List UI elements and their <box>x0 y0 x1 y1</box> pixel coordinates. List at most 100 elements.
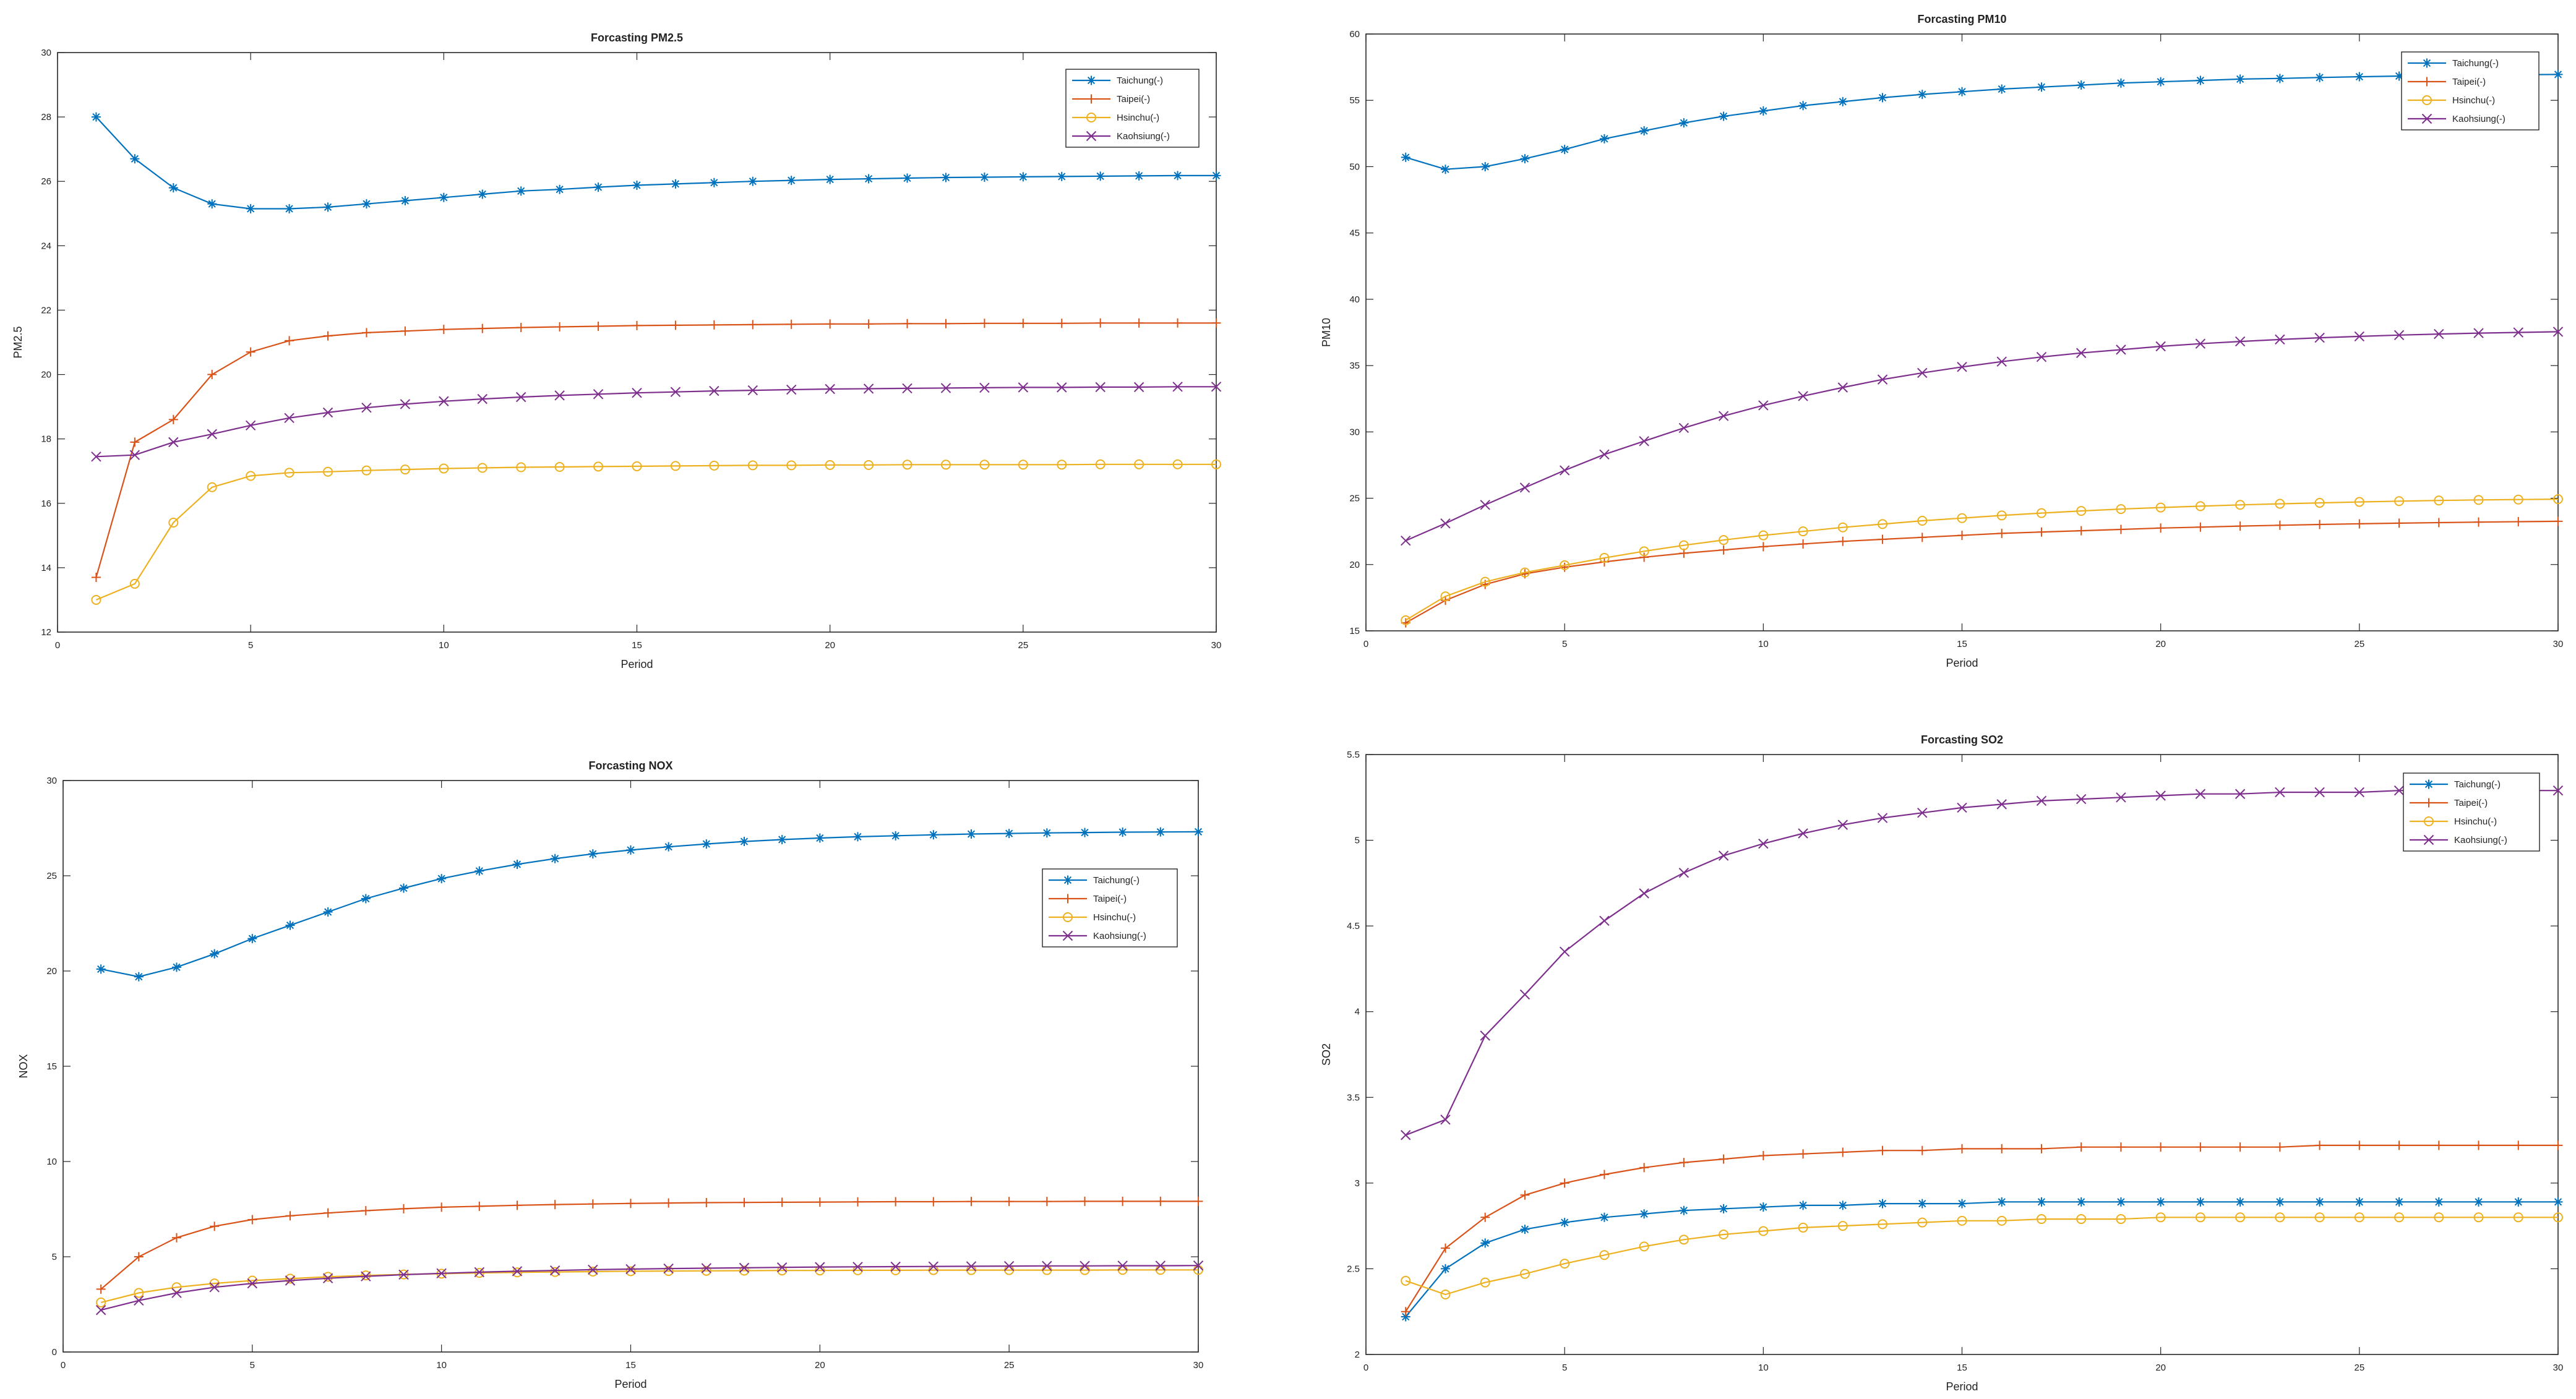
series-line <box>1405 1144 2558 1312</box>
data-point <box>2156 523 2166 533</box>
data-point <box>966 829 976 839</box>
data-point <box>2275 74 2285 83</box>
data-point <box>2355 519 2364 529</box>
data-point <box>2235 336 2246 347</box>
series-line <box>100 1269 1198 1303</box>
data-point <box>323 1272 333 1282</box>
data-point <box>550 854 560 863</box>
y-tick-label: 14 <box>41 563 51 573</box>
data-point <box>322 407 333 418</box>
data-point <box>1057 460 1067 470</box>
data-point <box>2036 508 2046 518</box>
legend-label: Taichung(-) <box>2452 58 2499 69</box>
data-point <box>979 382 990 393</box>
data-point <box>1401 152 1410 162</box>
data-point <box>815 833 825 843</box>
data-point <box>2513 494 2523 505</box>
data-point <box>940 460 951 470</box>
series-line <box>1405 1217 2558 1296</box>
legend-marker <box>1086 113 1096 122</box>
data-point <box>1095 382 1106 393</box>
x-tick-label: 0 <box>61 1360 66 1371</box>
legend-marker <box>1086 130 1097 142</box>
legend-box <box>1042 868 1178 948</box>
legend-marker <box>2424 779 2434 789</box>
legend-label: Kaohsiung(-) <box>2452 114 2505 124</box>
data-point <box>1018 172 1028 182</box>
data-point <box>2314 1212 2325 1223</box>
data-point <box>285 203 294 213</box>
legend-label: Taichung(-) <box>1117 75 1163 86</box>
data-point <box>2156 1197 2166 1207</box>
data-point <box>1798 526 1808 537</box>
x-tick-label: 15 <box>632 640 642 651</box>
y-tick-label: 5 <box>52 1252 57 1262</box>
legend-marker <box>2423 834 2434 845</box>
y-tick-label: 24 <box>41 241 51 251</box>
data-point <box>2116 524 2126 534</box>
data-point <box>399 1204 408 1213</box>
data-point <box>664 842 674 852</box>
data-point <box>1480 1030 1490 1041</box>
data-point <box>2116 78 2126 88</box>
data-point <box>1599 449 1610 460</box>
y-tick-label: 5.5 <box>1347 750 1360 760</box>
data-point <box>1997 1144 2007 1153</box>
data-point <box>2394 1197 2404 1207</box>
chart-2: 0 5 10 15 20 25 30 15 20 25 30 35 40 45 50 55 60 Forcasti… <box>1320 13 2563 669</box>
data-point <box>1004 829 1014 839</box>
data-point <box>400 464 410 475</box>
legend-label: Hsinchu(-) <box>1117 113 1159 123</box>
data-point <box>2116 1214 2126 1225</box>
chart-3: 0 5 10 15 20 25 30 0 5 10 15 20 25 30 Forcasting NOX Pe… <box>17 759 1203 1390</box>
data-point <box>739 1262 750 1273</box>
data-point <box>2434 1140 2444 1150</box>
data-point <box>245 420 256 431</box>
data-point <box>2394 1212 2405 1223</box>
data-point <box>2553 69 2563 79</box>
legend-label: Taipei(-) <box>2454 798 2488 808</box>
data-point <box>2473 495 2484 505</box>
data-point <box>1837 382 1848 393</box>
data-point <box>671 179 680 189</box>
data-point <box>1599 1170 1609 1179</box>
data-point <box>1560 562 1569 572</box>
legend-marker <box>1063 875 1073 885</box>
data-point <box>1957 802 1967 813</box>
data-point <box>1480 1212 1490 1222</box>
data-point <box>1440 1290 1451 1299</box>
data-point <box>663 1263 674 1274</box>
legend: Taichung(-) Taipei(-) Hsinchu(-) Kaohsiung(… <box>1065 69 1200 148</box>
x-axis-label: Period <box>1946 1380 1978 1393</box>
y-tick-label: 30 <box>1349 427 1360 437</box>
data-point <box>2553 516 2563 526</box>
data-point <box>2196 75 2205 85</box>
data-point <box>1004 1197 1014 1207</box>
data-point <box>2513 327 2523 338</box>
data-point <box>1758 542 1768 552</box>
data-point <box>2354 331 2365 342</box>
data-point <box>1401 1312 1410 1322</box>
data-point <box>2037 82 2046 92</box>
data-point <box>1080 1196 1089 1206</box>
data-point <box>1211 382 1222 392</box>
chart-4: 0 5 10 15 20 25 30 2 2.5 3 3.5 4 4.5 5 5.5 Forcasting S… <box>1320 734 2563 1393</box>
data-point <box>323 202 333 212</box>
data-point <box>247 1278 258 1289</box>
data-point <box>625 1266 636 1277</box>
chart-1: 0 5 10 15 20 25 30 12 14 16 18 20 22 24 26 28 30 Forcasti… <box>12 32 1221 670</box>
data-point <box>1798 1222 1808 1233</box>
data-point <box>129 578 140 589</box>
x-tick-label: 10 <box>1758 1363 1769 1373</box>
data-point <box>512 1267 522 1278</box>
data-point <box>1173 318 1183 328</box>
data-point <box>1599 915 1610 926</box>
data-point <box>474 1267 485 1278</box>
data-point <box>1401 615 1411 625</box>
data-point <box>437 874 447 884</box>
x-tick-label: 15 <box>625 1360 636 1371</box>
data-point <box>1719 535 1729 545</box>
y-axis-label: PM10 <box>1320 318 1333 347</box>
data-point <box>2156 77 2166 87</box>
x-tick-label: 30 <box>2553 1363 2564 1373</box>
